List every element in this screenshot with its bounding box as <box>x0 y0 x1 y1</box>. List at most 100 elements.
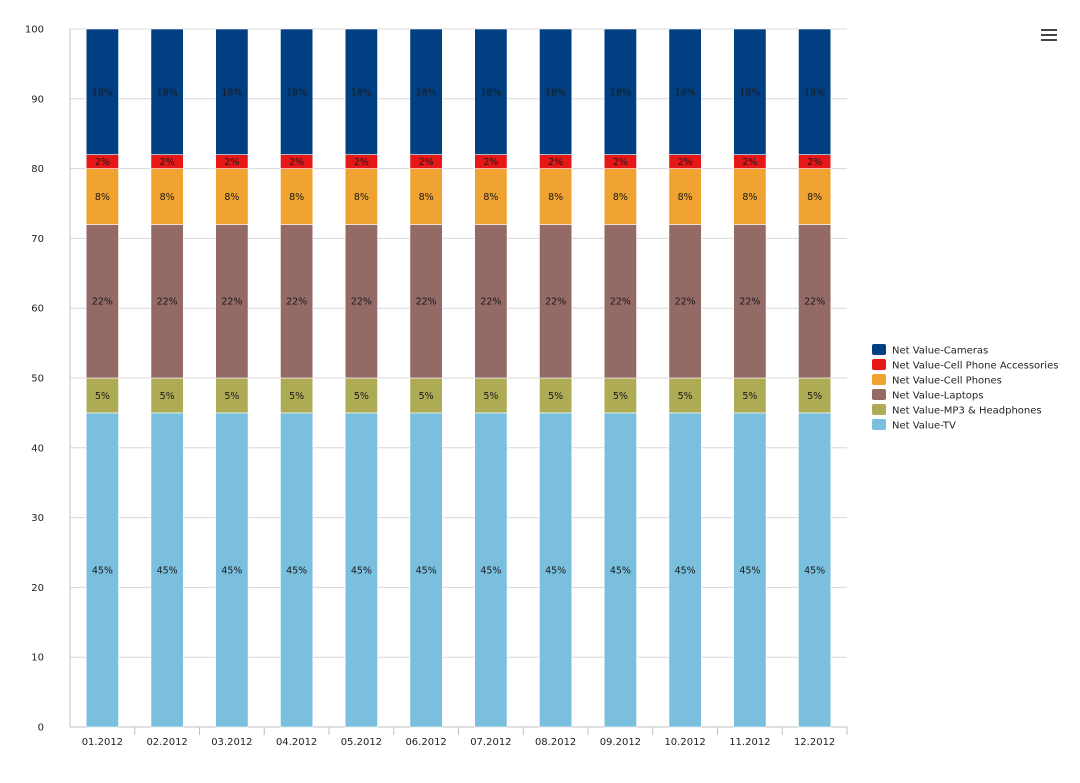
bar-segment <box>733 168 767 225</box>
y-tick-label: 10 <box>31 653 44 664</box>
x-tick-label: 01.2012 <box>82 737 123 748</box>
x-tick-label: 03.2012 <box>211 737 252 748</box>
y-tick-label: 20 <box>31 583 44 594</box>
y-tick-label: 70 <box>31 234 44 245</box>
data-label: 18% <box>545 87 566 98</box>
bar-segment <box>344 412 378 728</box>
bar-segment <box>474 412 508 728</box>
bar-segment <box>539 224 573 379</box>
y-tick-label: 50 <box>31 374 44 385</box>
legend-swatch <box>872 359 886 370</box>
data-label: 45% <box>157 565 178 576</box>
data-label: 2% <box>742 157 757 168</box>
data-label: 8% <box>548 192 563 203</box>
x-tick-label: 10.2012 <box>664 737 705 748</box>
data-label: 2% <box>289 157 304 168</box>
bar-segment <box>668 412 702 728</box>
data-label: 8% <box>224 192 239 203</box>
bar-segment <box>603 28 637 155</box>
bar-segment <box>474 377 508 414</box>
data-label: 18% <box>351 87 372 98</box>
bar-segment <box>344 168 378 225</box>
data-label: 22% <box>92 297 113 308</box>
y-tick-label: 60 <box>31 304 44 315</box>
data-label: 18% <box>92 87 113 98</box>
data-label: 22% <box>480 297 501 308</box>
data-label: 5% <box>613 391 628 402</box>
bar-segment <box>85 28 119 155</box>
bar-segment <box>668 168 702 225</box>
legend-label: Net Value-MP3 & Headphones <box>892 406 1042 417</box>
y-tick-label: 100 <box>25 25 44 36</box>
data-label: 45% <box>416 565 437 576</box>
data-label: 2% <box>678 157 693 168</box>
x-tick-label: 12.2012 <box>794 737 835 748</box>
data-label: 22% <box>286 297 307 308</box>
x-tick-label: 11.2012 <box>729 737 770 748</box>
data-label: 5% <box>548 391 563 402</box>
data-label: 8% <box>807 192 822 203</box>
data-label: 8% <box>678 192 693 203</box>
bar-segment <box>539 28 573 155</box>
bar-segment <box>280 224 314 379</box>
bar-segment <box>280 28 314 155</box>
data-label: 22% <box>739 297 760 308</box>
bar-segment <box>150 412 184 728</box>
data-label: 5% <box>354 391 369 402</box>
y-tick-label: 80 <box>31 164 44 175</box>
data-label: 45% <box>221 565 242 576</box>
data-label: 18% <box>675 87 696 98</box>
bar-segment <box>474 28 508 155</box>
y-tick-label: 0 <box>38 723 44 734</box>
bar-segment <box>603 168 637 225</box>
bar-segment <box>474 224 508 379</box>
data-label: 8% <box>742 192 757 203</box>
x-tick-label: 04.2012 <box>276 737 317 748</box>
bar-segment <box>798 28 832 155</box>
bar-segment <box>733 412 767 728</box>
data-label: 18% <box>804 87 825 98</box>
bar-segment <box>603 412 637 728</box>
bar-segment <box>668 224 702 379</box>
data-label: 18% <box>739 87 760 98</box>
legend-swatch <box>872 389 886 400</box>
bar-segment <box>539 377 573 414</box>
data-label: 5% <box>807 391 822 402</box>
data-label: 45% <box>351 565 372 576</box>
data-label: 2% <box>807 157 822 168</box>
bar-segment <box>668 377 702 414</box>
data-label: 8% <box>160 192 175 203</box>
data-label: 2% <box>548 157 563 168</box>
legend-swatch <box>872 374 886 385</box>
bar-segment <box>733 224 767 379</box>
data-label: 2% <box>419 157 434 168</box>
legend-label: Net Value-Cell Phones <box>892 376 1002 387</box>
bar-segment <box>85 377 119 414</box>
data-label: 5% <box>742 391 757 402</box>
hamburger-menu-icon[interactable] <box>1038 24 1060 46</box>
data-label: 22% <box>351 297 372 308</box>
legend-label: Net Value-Cell Phone Accessories <box>892 361 1058 372</box>
bar-segment <box>539 168 573 225</box>
legend-label: Net Value-Laptops <box>892 391 983 402</box>
legend-swatch <box>872 344 886 355</box>
data-label: 22% <box>675 297 696 308</box>
bar-segment <box>85 168 119 225</box>
data-label: 22% <box>221 297 242 308</box>
y-tick-label: 40 <box>31 443 44 454</box>
bar-segment <box>798 412 832 728</box>
bar-segment <box>150 28 184 155</box>
data-label: 5% <box>483 391 498 402</box>
data-label: 2% <box>354 157 369 168</box>
legend-swatch <box>872 404 886 415</box>
data-label: 18% <box>480 87 501 98</box>
data-label: 5% <box>95 391 110 402</box>
bar-segment <box>409 412 443 728</box>
x-tick-label: 08.2012 <box>535 737 576 748</box>
x-tick-label: 02.2012 <box>146 737 187 748</box>
bar-segment <box>409 28 443 155</box>
bar-segment <box>668 28 702 155</box>
bar-segment <box>150 377 184 414</box>
